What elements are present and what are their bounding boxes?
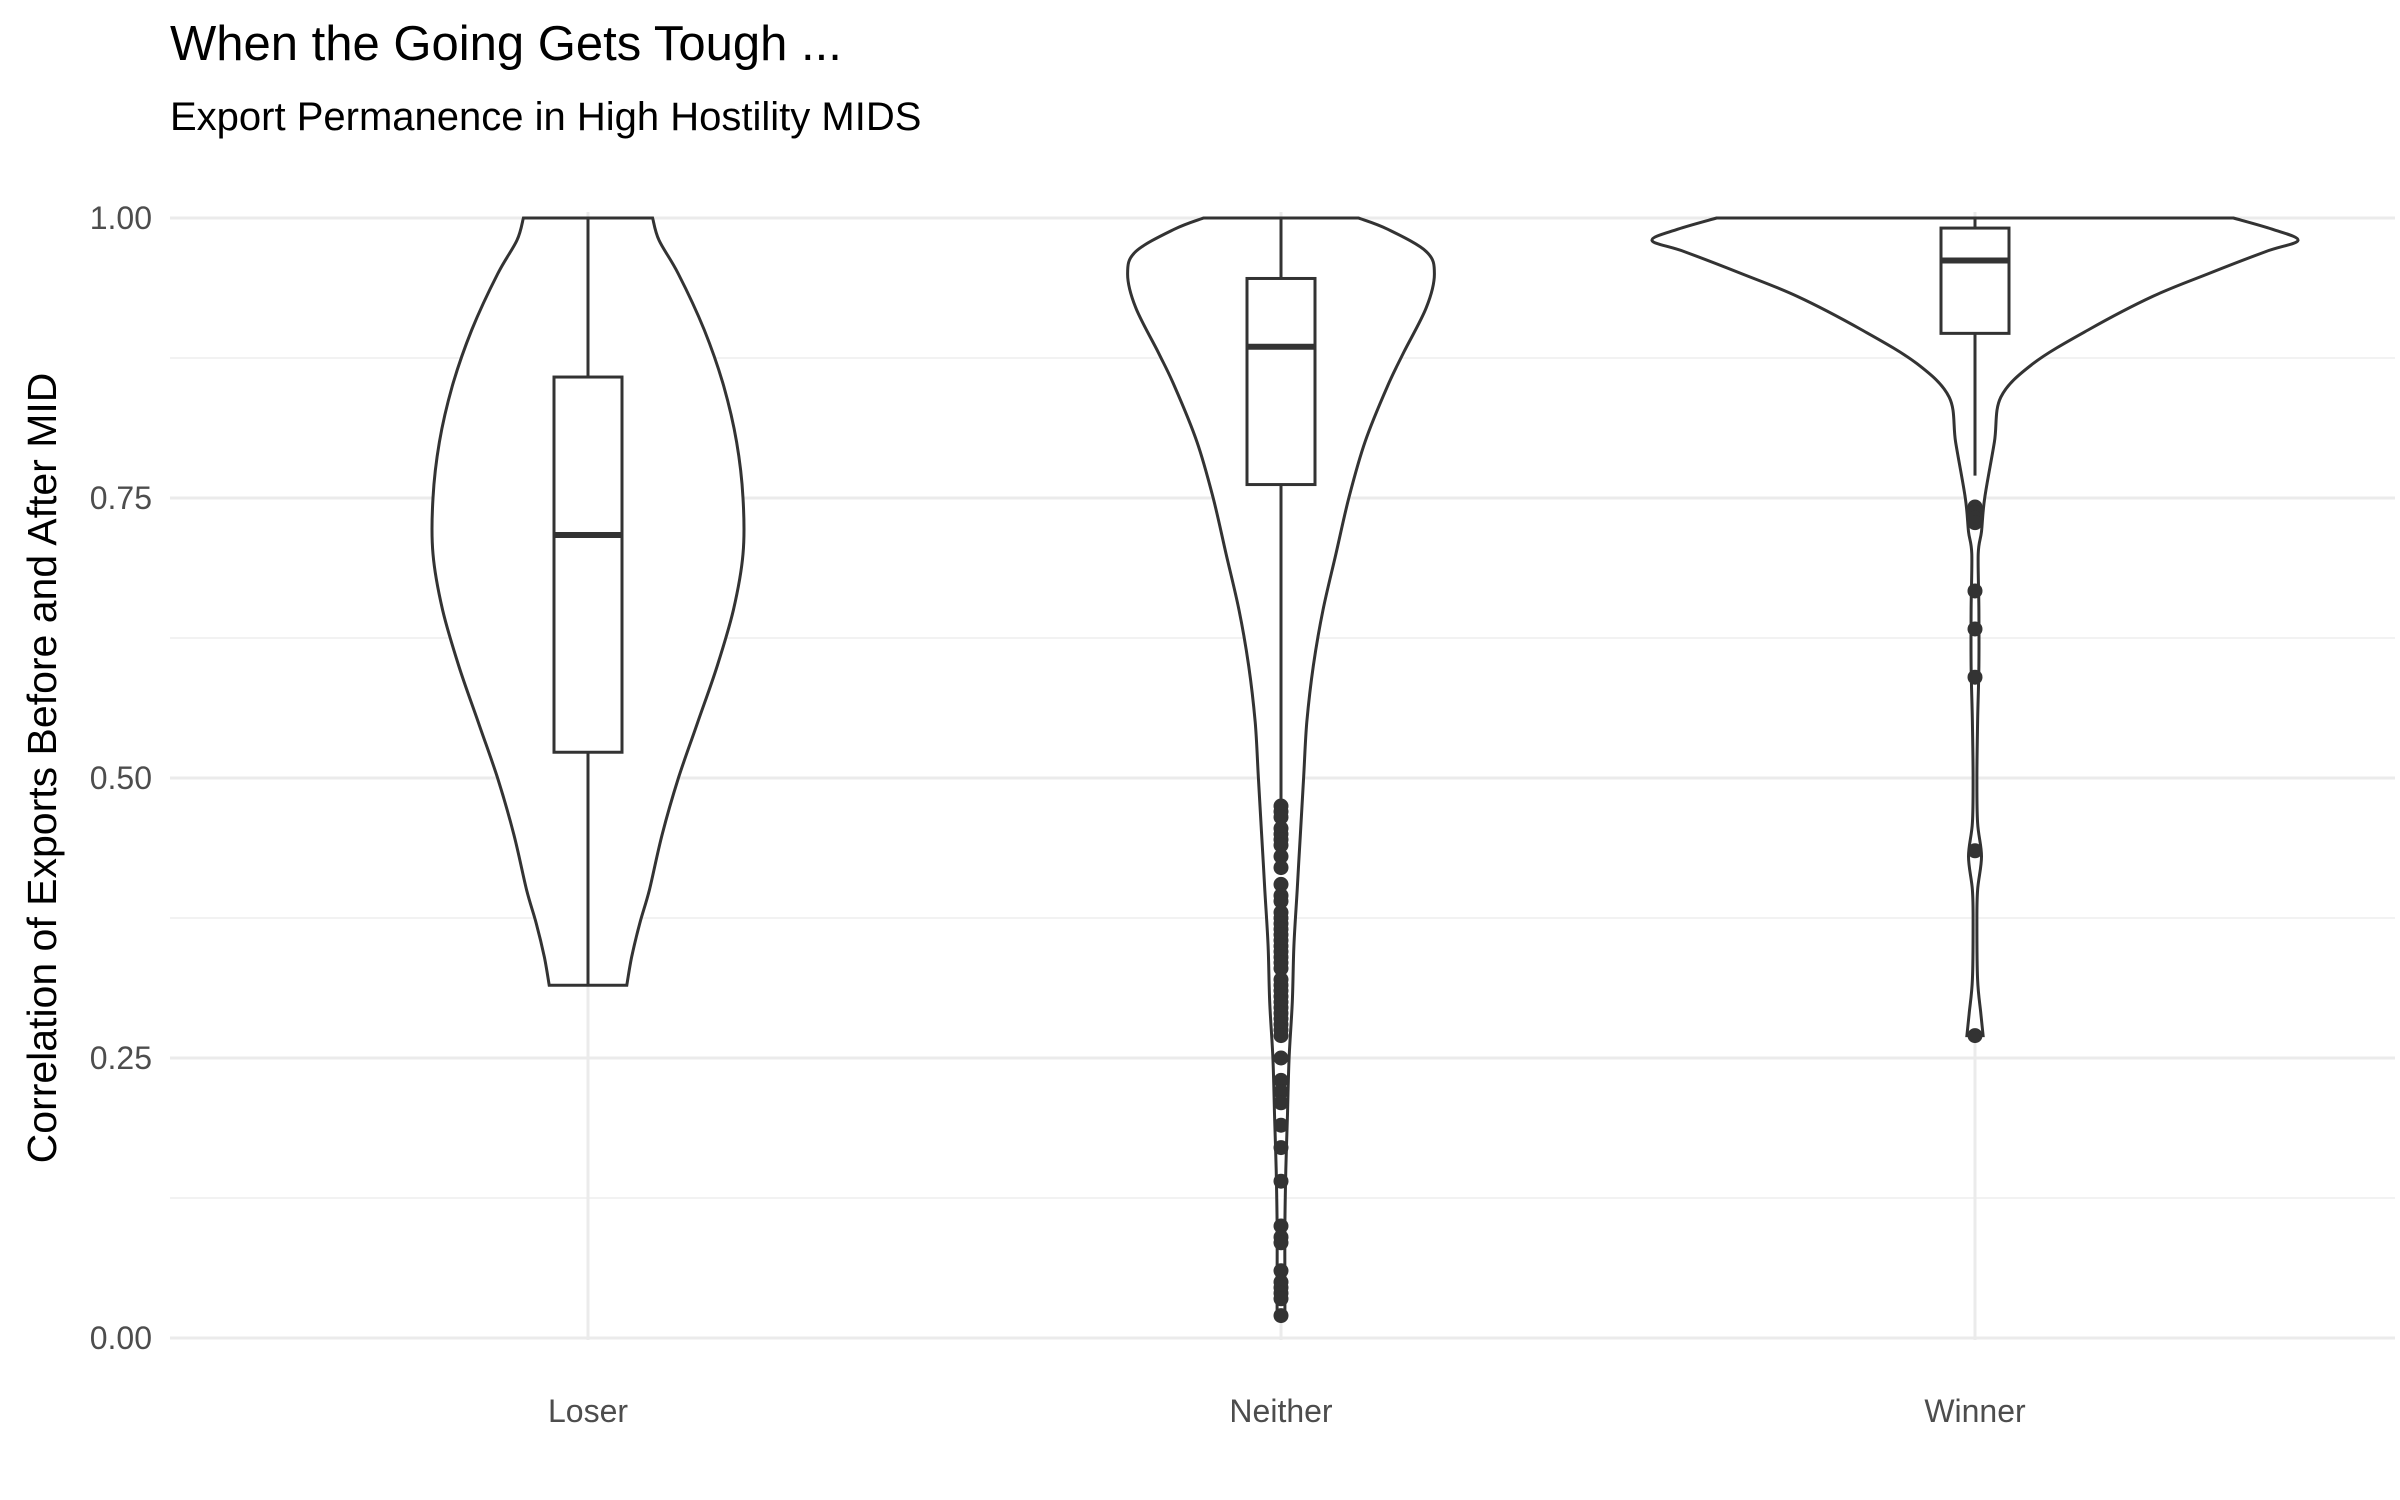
chart-title: When the Going Gets Tough ...	[170, 17, 842, 71]
outlier-point	[1967, 843, 1983, 859]
y-tick-label: 0.25	[90, 1040, 152, 1076]
outlier-point	[1273, 1173, 1289, 1189]
outlier-point	[1967, 621, 1983, 637]
outlier-point	[1273, 1235, 1289, 1251]
outlier-point	[1273, 1308, 1289, 1324]
outlier-point	[1273, 1291, 1289, 1307]
outlier-point	[1967, 669, 1983, 685]
box-neither	[1245, 276, 1317, 487]
outlier-point	[1273, 960, 1289, 976]
x-tick-label: Loser	[548, 1393, 628, 1429]
y-tick-label: 1.00	[90, 200, 152, 236]
outlier-point	[1273, 876, 1289, 892]
outlier-point	[1273, 1140, 1289, 1156]
outlier-point	[1273, 1084, 1289, 1100]
outlier-point	[1273, 1263, 1289, 1279]
outlier-point	[1273, 809, 1289, 825]
y-tick-label: 0.50	[90, 760, 152, 796]
outlier-point	[1967, 1028, 1983, 1044]
outliers	[1273, 499, 1983, 1324]
outlier-point	[1273, 1028, 1289, 1044]
axes: 0.00 0.25 0.50 0.75 1.00 Loser Neither Winner	[90, 200, 2026, 1429]
x-tick-label: Winner	[1924, 1393, 2026, 1429]
box-loser	[552, 375, 624, 754]
outlier-point	[1967, 515, 1983, 531]
violins	[430, 216, 2300, 1318]
outlier-point	[1273, 1117, 1289, 1133]
outlier-point	[1967, 583, 1983, 599]
y-tick-label: 0.75	[90, 480, 152, 516]
outlier-point	[1273, 1218, 1289, 1234]
boxplots	[552, 218, 2011, 986]
outlier-point	[1273, 1072, 1289, 1088]
outlier-point	[1273, 1050, 1289, 1066]
y-axis-label: Correlation of Exports Before and After …	[19, 373, 65, 1164]
outlier-point	[1273, 1095, 1289, 1111]
outlier-point	[1273, 860, 1289, 876]
box-winner	[1939, 226, 2011, 335]
x-tick-label: Neither	[1229, 1393, 1333, 1429]
chart-subtitle: Export Permanence in High Hostility MIDS	[170, 95, 921, 139]
y-tick-label: 0.00	[90, 1320, 152, 1356]
outlier-point	[1273, 837, 1289, 853]
outlier-point	[1273, 848, 1289, 864]
outlier-point	[1273, 893, 1289, 909]
